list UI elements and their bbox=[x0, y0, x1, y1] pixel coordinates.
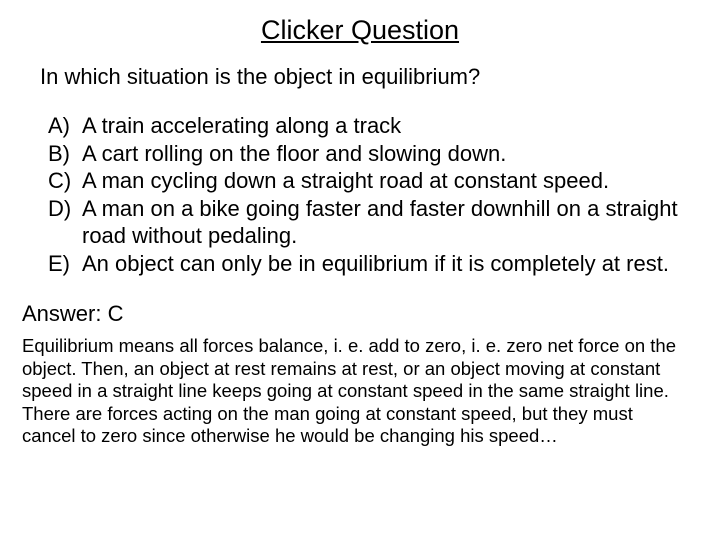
option-text: A cart rolling on the floor and slowing … bbox=[82, 140, 685, 168]
option-row: D) A man on a bike going faster and fast… bbox=[48, 195, 685, 250]
option-text: A train accelerating along a track bbox=[82, 112, 685, 140]
option-letter: A) bbox=[48, 112, 82, 140]
options-list: A) A train accelerating along a track B)… bbox=[48, 112, 685, 277]
option-text: A man on a bike going faster and faster … bbox=[82, 195, 685, 250]
answer-label: Answer: C bbox=[22, 301, 700, 327]
question-text: In which situation is the object in equi… bbox=[40, 64, 700, 90]
slide-title: Clicker Question bbox=[20, 15, 700, 46]
option-row: B) A cart rolling on the floor and slowi… bbox=[48, 140, 685, 168]
option-text: A man cycling down a straight road at co… bbox=[82, 167, 685, 195]
option-letter: B) bbox=[48, 140, 82, 168]
explanation-text: Equilibrium means all forces balance, i.… bbox=[22, 335, 690, 448]
option-letter: C) bbox=[48, 167, 82, 195]
option-row: E) An object can only be in equilibrium … bbox=[48, 250, 685, 278]
option-row: C) A man cycling down a straight road at… bbox=[48, 167, 685, 195]
option-row: A) A train accelerating along a track bbox=[48, 112, 685, 140]
option-letter: D) bbox=[48, 195, 82, 250]
option-letter: E) bbox=[48, 250, 82, 278]
option-text: An object can only be in equilibrium if … bbox=[82, 250, 685, 278]
